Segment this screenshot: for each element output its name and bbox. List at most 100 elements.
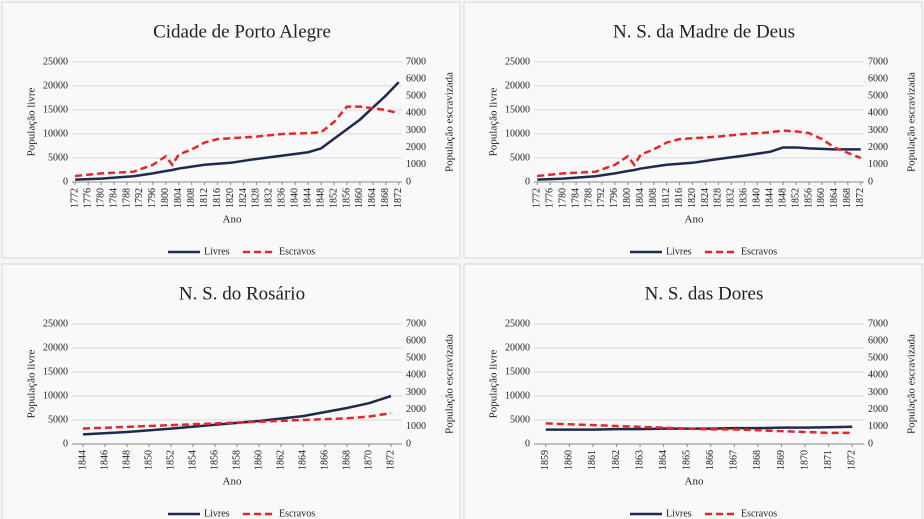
- x-tick-label: 1840: [290, 188, 301, 208]
- y-tick-label: 15000: [505, 104, 530, 115]
- x-tick-label: 1800: [160, 188, 171, 208]
- y2-tick-label: 0: [406, 176, 411, 187]
- chart-title: Cidade de Porto Alegre: [153, 21, 331, 42]
- legend-label: Livres: [666, 246, 692, 257]
- x-tick-label: 1812: [661, 188, 672, 208]
- x-tick-label: 1854: [187, 450, 198, 470]
- x-tick-label: 1772: [532, 188, 543, 208]
- x-tick-label: 1820: [225, 188, 236, 208]
- legend-label: Escravos: [741, 246, 777, 257]
- y2-axis-label: População escravizada: [444, 72, 456, 172]
- x-tick-label: 1772: [70, 188, 81, 208]
- x-tick-label: 1867: [729, 450, 740, 470]
- y2-tick-label: 5000: [406, 353, 426, 364]
- series-line: [545, 422, 853, 435]
- x-tick-label: 1784: [570, 188, 581, 208]
- x-axis-label: Ano: [223, 214, 242, 226]
- x-tick-label: 1828: [251, 188, 262, 208]
- y-tick-label: 20000: [505, 342, 530, 353]
- x-tick-label: 1846: [99, 450, 110, 470]
- y-tick-label: 10000: [43, 128, 68, 139]
- y2-tick-label: 5000: [868, 91, 888, 102]
- y2-tick-label: 3000: [406, 387, 426, 398]
- y-tick-label: 5000: [48, 414, 68, 425]
- x-axis-label: Ano: [223, 476, 242, 488]
- y2-axis-label: População escravizada: [906, 334, 918, 434]
- y-tick-label: 0: [525, 438, 530, 449]
- x-tick-label: 1844: [302, 188, 313, 208]
- x-tick-label: 1796: [147, 188, 158, 208]
- legend-label: Livres: [204, 508, 230, 519]
- x-tick-label: 1840: [752, 188, 763, 208]
- y-tick-label: 15000: [43, 104, 68, 115]
- y2-tick-label: 5000: [868, 353, 888, 364]
- x-tick-label: 1852: [328, 188, 339, 208]
- y-tick-label: 5000: [510, 152, 530, 163]
- x-tick-label: 1808: [186, 188, 197, 208]
- y-tick-label: 5000: [48, 152, 68, 163]
- x-tick-label: 1812: [199, 188, 210, 208]
- x-tick-label: 1852: [165, 450, 176, 470]
- y-tick-label: 0: [63, 438, 68, 449]
- x-tick-label: 1780: [95, 188, 106, 208]
- x-tick-label: 1848: [121, 450, 132, 470]
- chart: Cidade de Porto Alegre 0 5000 10000 15000 200…: [1, 1, 461, 259]
- x-tick-label: 1860: [354, 188, 365, 208]
- y-tick-label: 20000: [43, 80, 68, 91]
- x-tick-label: 1784: [108, 188, 119, 208]
- x-tick-label: 1870: [799, 450, 810, 470]
- chart: N. S. do Rosário050001000015000200002500…: [1, 263, 461, 519]
- y2-tick-label: 2000: [406, 404, 426, 415]
- x-tick-label: 1816: [674, 188, 685, 208]
- x-tick-label: 1866: [705, 450, 716, 470]
- y2-tick-label: 4000: [406, 108, 426, 119]
- y2-axis-label: População escravizada: [444, 334, 456, 434]
- y2-tick-label: 7000: [868, 56, 888, 67]
- y-axis-label: População livre: [488, 350, 500, 419]
- x-tick-label: 1860: [253, 450, 264, 470]
- y2-tick-label: 6000: [868, 335, 888, 346]
- y2-axis-label: População escravizada: [906, 72, 918, 172]
- y-axis-label: População livre: [488, 88, 500, 157]
- y2-tick-label: 3000: [868, 387, 888, 398]
- x-tick-label: 1861: [587, 450, 598, 470]
- panel: [1, 263, 461, 519]
- x-tick-label: 1872: [855, 188, 866, 208]
- legend-label: Escravos: [279, 508, 315, 519]
- x-tick-label: 1872: [393, 188, 404, 208]
- series-line: [545, 425, 853, 431]
- y-tick-label: 10000: [505, 390, 530, 401]
- series-line: [75, 105, 400, 178]
- y-axis-label: População livre: [26, 350, 38, 419]
- chart: N. S. das Dores0500010000150002000025000…: [463, 263, 923, 519]
- y2-tick-label: 2000: [868, 142, 888, 153]
- x-tick-label: 1800: [622, 188, 633, 208]
- x-tick-label: 1824: [238, 188, 249, 208]
- x-tick-label: 1872: [385, 450, 396, 470]
- y2-tick-label: 4000: [868, 108, 888, 119]
- y2-tick-label: 0: [868, 438, 873, 449]
- x-tick-label: 1804: [173, 188, 184, 208]
- y2-tick-label: 3000: [868, 125, 888, 136]
- x-axis-label: Ano: [685, 476, 704, 488]
- x-tick-label: 1868: [341, 450, 352, 470]
- y-tick-label: 10000: [43, 390, 68, 401]
- x-tick-label: 1856: [209, 450, 220, 470]
- series-line: [75, 81, 400, 181]
- y2-tick-label: 1000: [868, 159, 888, 170]
- y2-tick-label: 2000: [868, 404, 888, 415]
- x-tick-label: 1865: [682, 450, 693, 470]
- x-tick-label: 1864: [367, 188, 378, 208]
- y2-tick-label: 2000: [406, 142, 426, 153]
- x-tick-label: 1844: [764, 188, 775, 208]
- y2-tick-label: 4000: [406, 370, 426, 381]
- x-tick-label: 1869: [776, 450, 787, 470]
- y-axis-label: População livre: [26, 88, 38, 157]
- y-tick-label: 0: [63, 176, 68, 187]
- x-tick-label: 1804: [635, 188, 646, 208]
- y2-tick-label: 6000: [406, 335, 426, 346]
- y2-tick-label: 3000: [406, 125, 426, 136]
- x-tick-label: 1864: [297, 450, 308, 470]
- chart-title: N. S. da Madre de Deus: [613, 21, 795, 42]
